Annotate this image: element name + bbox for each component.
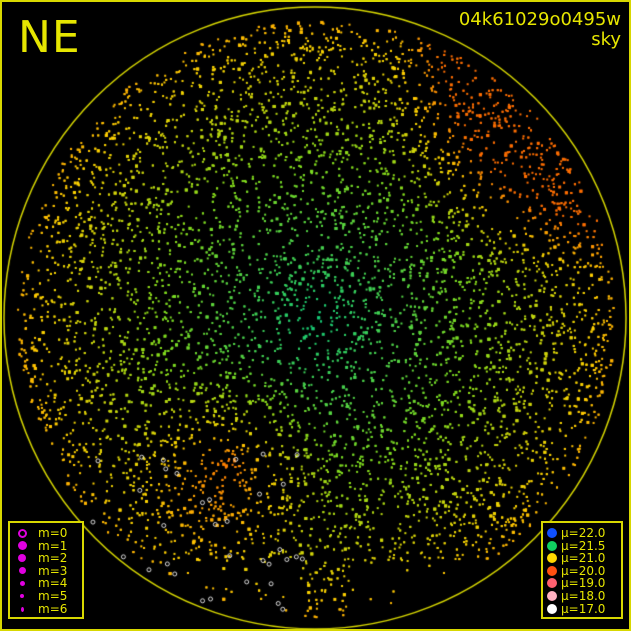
sky-legend-label: μ=20.0 (561, 563, 606, 578)
color-swatch-icon (547, 528, 557, 538)
frame-info: 04k61029o0495w sky (459, 10, 621, 50)
magnitude-legend-item: m=1 (10, 538, 82, 553)
magnitude-legend-label: m=4 (38, 576, 68, 591)
magnitude-legend-label: m=3 (38, 563, 68, 578)
magnitude-marker-icon (18, 554, 26, 563)
magnitude-legend-label: m=1 (38, 538, 68, 553)
sky-legend-label: μ=22.0 (561, 526, 606, 540)
magnitude-marker-icon (20, 607, 24, 613)
sky-legend-label: μ=17.0 (561, 601, 606, 616)
magnitude-marker-icon (17, 541, 27, 551)
sky-legend-item: μ=21.0 (543, 552, 621, 565)
color-swatch-icon (547, 565, 557, 576)
sky-legend-item: μ=17.0 (543, 601, 621, 616)
sky-legend-item: μ=20.0 (543, 563, 621, 578)
color-swatch-icon (547, 540, 557, 551)
magnitude-legend-label: m=0 (38, 526, 68, 540)
magnitude-legend-item: m=5 (10, 590, 82, 603)
sky-legend-label: μ=21.5 (561, 538, 606, 553)
magnitude-legend-item: m=6 (10, 601, 82, 616)
magnitude-legend-label: m=2 (38, 551, 68, 566)
magnitude-legend-item: m=2 (10, 552, 82, 565)
magnitude-marker-icon (17, 528, 27, 538)
sky-legend-item: μ=18.0 (543, 590, 621, 603)
direction-label: NE (18, 12, 81, 63)
sky-brightness-legend: μ=22.0 μ=21.5 μ=21.0 μ=20.0 μ=19.0 μ=18.0 μ=17… (541, 521, 623, 619)
color-swatch-icon (547, 603, 557, 614)
magnitude-legend-label: m=5 (38, 589, 68, 603)
magnitude-legend-label: m=6 (38, 601, 68, 616)
sky-legend-item: μ=21.5 (543, 538, 621, 553)
sky-legend-label: μ=21.0 (561, 551, 606, 566)
color-swatch-icon (547, 553, 557, 564)
color-swatch-icon (547, 591, 557, 601)
magnitude-marker-icon (18, 567, 26, 575)
magnitude-legend-item: m=4 (10, 577, 82, 590)
frame-id: 04k61029o0495w (458, 9, 621, 30)
magnitude-legend: m=0 m=1 m=2 m=3 m=4 m=5 m=6 (8, 521, 84, 619)
sky-legend-label: μ=19.0 (561, 576, 606, 591)
color-swatch-icon (547, 578, 557, 589)
magnitude-legend-item: m=0 (10, 527, 82, 540)
magnitude-marker-icon (19, 580, 25, 586)
magnitude-legend-item: m=3 (10, 563, 82, 578)
magnitude-marker-icon (20, 594, 24, 598)
sky-legend-label: μ=18.0 (561, 589, 606, 603)
sky-legend-item: μ=22.0 (543, 527, 621, 540)
sky-legend-item: μ=19.0 (543, 577, 621, 590)
mode-label: sky (591, 29, 621, 50)
